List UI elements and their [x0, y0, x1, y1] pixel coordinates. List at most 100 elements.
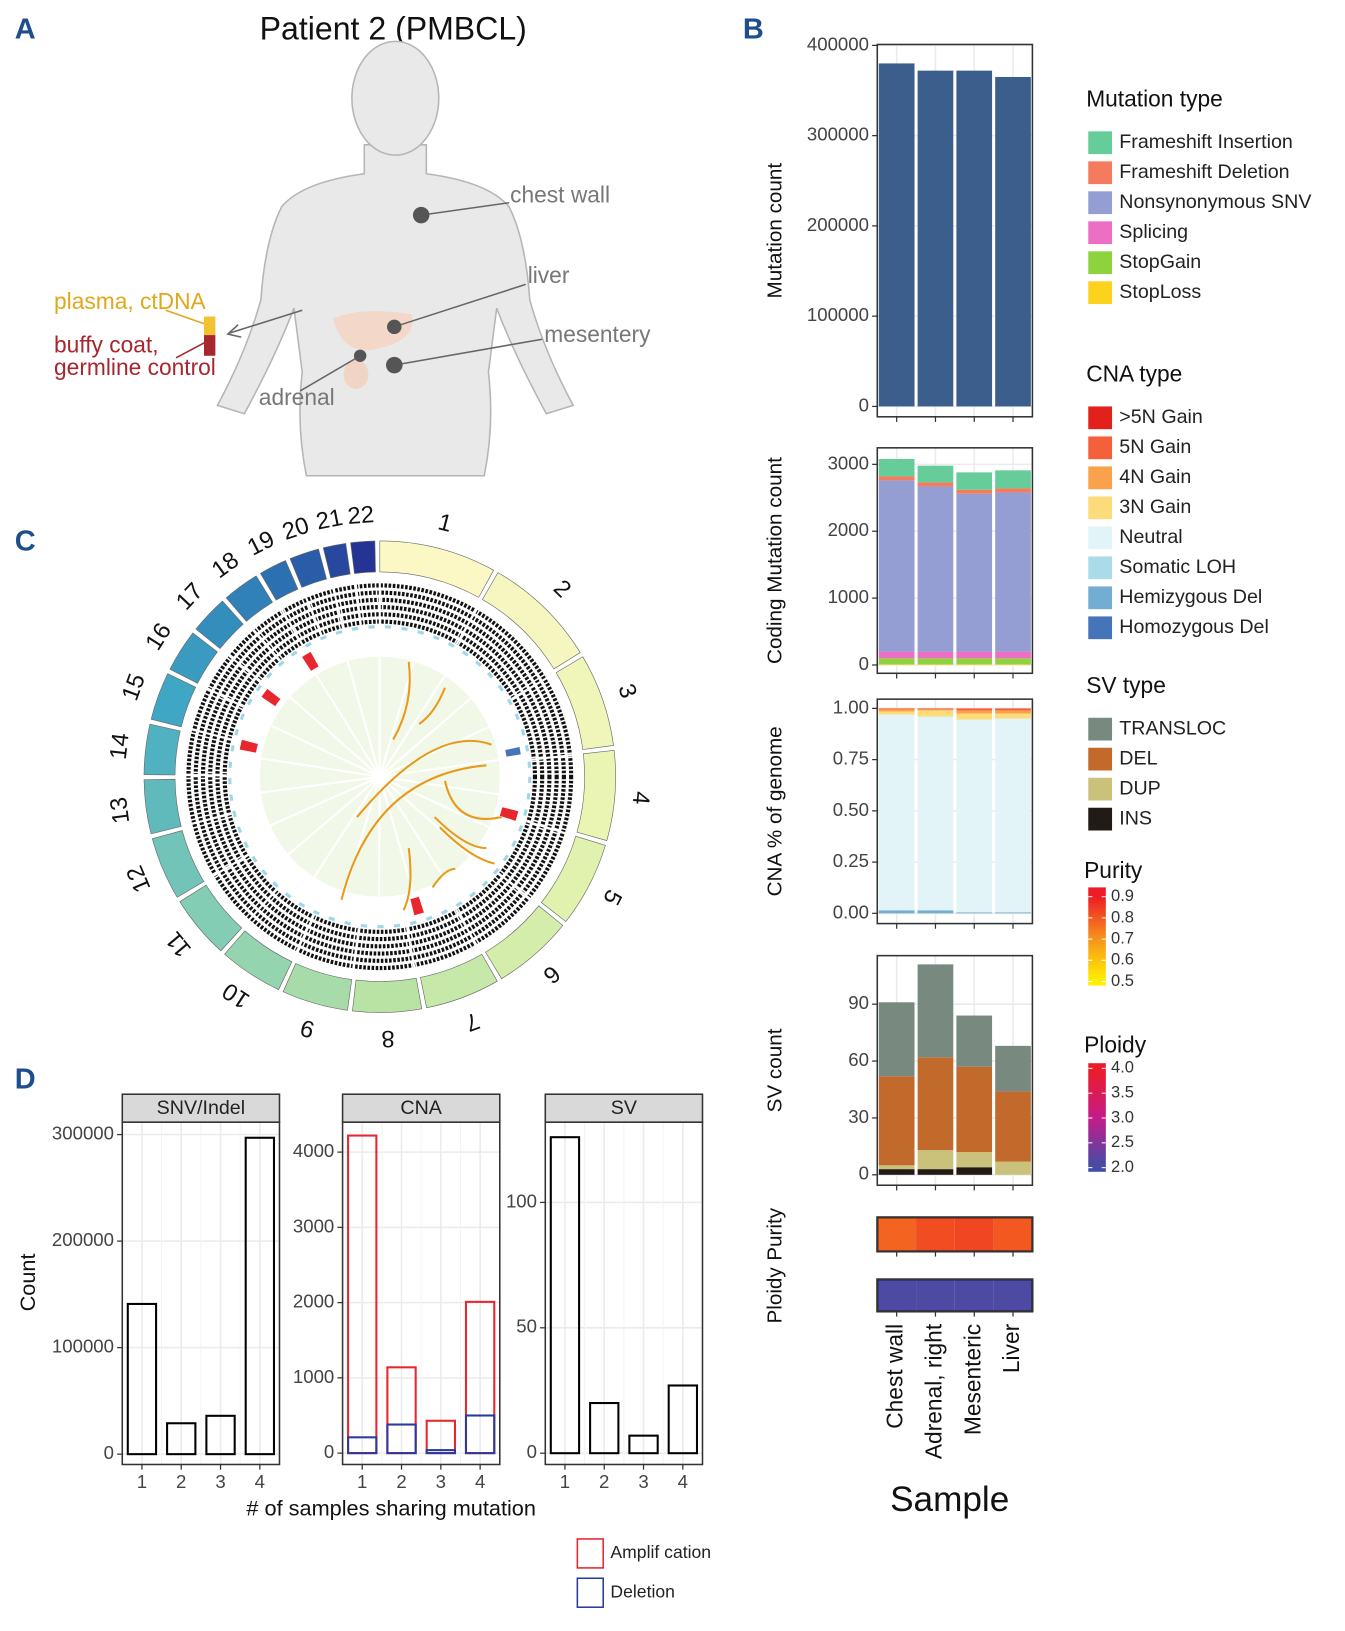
- y-tick-label: 2000: [828, 519, 869, 540]
- chromosome-segment: [540, 835, 606, 923]
- legend-label: Neutral: [1119, 526, 1182, 548]
- bar: [878, 664, 915, 665]
- bar: [956, 651, 993, 659]
- bar: [917, 716, 954, 911]
- legend-swatch: [576, 1538, 604, 1569]
- bar: [878, 1165, 915, 1170]
- bar: [917, 964, 954, 1058]
- legend-swatch: [1088, 251, 1113, 275]
- bar: [878, 714, 915, 911]
- chromosome-segment: [481, 572, 581, 670]
- bar: [917, 651, 954, 659]
- facet-strip: [121, 1093, 281, 1123]
- plot-frame: [876, 1278, 1034, 1313]
- chromosome-label: 7: [461, 1007, 483, 1037]
- y-tick-label: 100000: [807, 304, 869, 325]
- y-tick-label: 60: [848, 1049, 869, 1070]
- cna-gain-block: [302, 651, 319, 671]
- chromosome-label: 15: [117, 670, 151, 704]
- circos-spoke: [378, 776, 414, 893]
- heat-tile: [954, 1217, 994, 1252]
- legend-swatch: [1088, 717, 1113, 741]
- bar: [878, 1002, 915, 1077]
- y-tick-label: 0.75: [833, 748, 869, 769]
- legend-swatch: [1088, 131, 1113, 155]
- legend-title: Ploidy: [1084, 1032, 1147, 1058]
- x-tick-label: 4: [255, 1471, 265, 1492]
- chromosome-gap: [455, 908, 478, 946]
- x-tick-label: Liver: [998, 1323, 1024, 1373]
- chromosome-label: 22: [347, 501, 375, 530]
- legend-label: INS: [1119, 807, 1152, 829]
- legend-label: Frameshift Deletion: [1119, 161, 1289, 183]
- legend-swatch: [1088, 616, 1113, 640]
- legend-swatch: [1088, 807, 1113, 831]
- circos-spoke: [269, 775, 381, 827]
- tube-cells: [203, 335, 216, 356]
- bar: [549, 1136, 581, 1455]
- facet-strip: [341, 1093, 501, 1123]
- circos-spoke: [270, 724, 381, 778]
- bar: [917, 482, 954, 487]
- chromosome-segment: [195, 600, 244, 649]
- legend-title: SV type: [1086, 672, 1166, 698]
- chromosome-label: 6: [538, 960, 566, 989]
- bar: [995, 76, 1031, 407]
- circos-spoke: [261, 757, 380, 778]
- x-tick-label: 3: [215, 1471, 225, 1492]
- bar: [956, 912, 993, 914]
- plot-frame: [876, 43, 1034, 418]
- panel-letters: A B C D: [15, 14, 764, 1096]
- bar: [878, 651, 915, 659]
- legend-title: Purity: [1084, 857, 1143, 883]
- y-axis-label: CNA % of genome: [763, 726, 786, 896]
- bar: [917, 1057, 954, 1151]
- x-tick-label: 2: [396, 1471, 406, 1492]
- sv-arc: [439, 826, 495, 865]
- facet-title: SV: [611, 1097, 638, 1119]
- bar: [878, 711, 915, 715]
- y-axis-label: SV count: [763, 1028, 786, 1112]
- leader-line: [175, 340, 208, 359]
- x-tick-label: Mesenteric: [959, 1324, 985, 1435]
- legend-swatch: [1088, 586, 1113, 610]
- bar: [995, 1045, 1031, 1092]
- colorbar-label: 3.5: [1111, 1083, 1134, 1102]
- bar: [995, 718, 1031, 913]
- bar: [956, 719, 993, 913]
- cna-gain-block: [499, 807, 519, 821]
- colorbar-label: 0.9: [1111, 886, 1134, 905]
- kidney-shape: [343, 359, 369, 389]
- bar: [878, 1076, 915, 1166]
- bar: [956, 1015, 993, 1067]
- circos-dot-track: [222, 619, 538, 934]
- legend-swatch: [1088, 406, 1113, 430]
- panel-letter: C: [15, 526, 36, 558]
- circos-spoke: [289, 696, 381, 778]
- y-tick-label: 3000: [828, 452, 869, 473]
- circos-spoke: [378, 661, 415, 778]
- legend-label: Nonsynonymous SNV: [1119, 191, 1312, 213]
- bar: [956, 658, 993, 665]
- bar: [995, 1161, 1031, 1175]
- chromosome-label: 3: [612, 680, 642, 701]
- cna-gain-block: [410, 896, 424, 916]
- bar: [995, 492, 1031, 652]
- y-tick-label: 300000: [52, 1122, 114, 1143]
- chromosome-gap: [190, 812, 232, 825]
- legend-swatch: [1088, 281, 1113, 305]
- colorbar-label: 4.0: [1111, 1058, 1134, 1077]
- chromosome-segment: [169, 632, 218, 684]
- chromosome-segment: [143, 723, 181, 776]
- chromosome-label: 21: [314, 504, 345, 536]
- chromosome-segment: [225, 575, 273, 622]
- site-labels: chest wall liver mesentery adrenal: [259, 182, 651, 411]
- colorbar: [1088, 887, 1106, 986]
- y-tick-label: 400000: [807, 33, 869, 54]
- facet-title: SNV/Indel: [157, 1097, 245, 1119]
- bar: [995, 912, 1031, 914]
- heat-tile: [993, 1279, 1033, 1312]
- chromosome-label: 20: [279, 512, 313, 546]
- chromosome-label: 12: [121, 862, 156, 897]
